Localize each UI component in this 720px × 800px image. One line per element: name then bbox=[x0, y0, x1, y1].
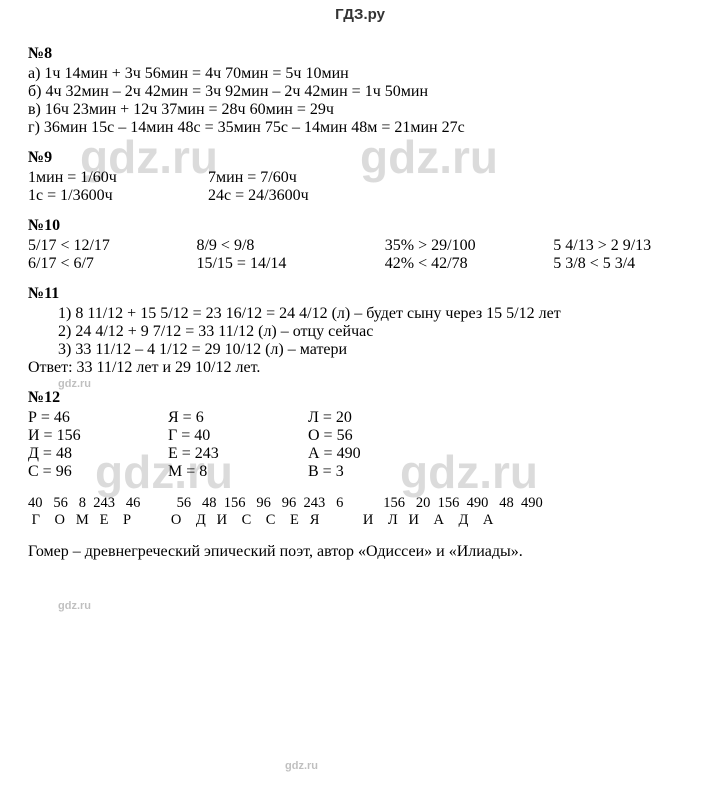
n12-cell: Л = 20 bbox=[308, 409, 448, 427]
n11-line-2: 2) 24 4/12 + 9 7/12 = 33 11/12 (л) – отц… bbox=[58, 323, 692, 341]
n12-cell: Я = 6 bbox=[168, 409, 308, 427]
n12-cell: В = 3 bbox=[308, 463, 448, 481]
n9-row-0: 1мин = 1/60ч 7мин = 7/60ч bbox=[28, 169, 692, 187]
section-8-title: №8 bbox=[28, 45, 692, 63]
n9-cell: 7мин = 7/60ч bbox=[208, 169, 408, 187]
n12-cell bbox=[448, 445, 588, 463]
n12-letters-row: Г О М Е Р О Д И С С Е Я И Л И А Д А bbox=[28, 512, 692, 529]
watermark: gdz.ru bbox=[58, 600, 91, 612]
n11-line-3: 3) 33 11/12 – 4 1/12 = 29 10/12 (л) – ма… bbox=[58, 341, 692, 359]
n12-cell: О = 56 bbox=[308, 427, 448, 445]
section-10: №10 5/17 < 12/17 8/9 < 9/8 35% > 29/100 … bbox=[28, 217, 692, 273]
n10-cell: 15/15 = 14/14 bbox=[196, 255, 384, 273]
n12-footer: Гомер – древнегреческий эпический поэт, … bbox=[28, 543, 692, 561]
n12-cell: А = 490 bbox=[308, 445, 448, 463]
n12-cell bbox=[448, 409, 588, 427]
page-header: ГДЗ.ру bbox=[28, 0, 692, 33]
section-8: №8 а) 1ч 14мин + 3ч 56мин = 4ч 70мин = 5… bbox=[28, 45, 692, 137]
n12-assign-row: И = 156 Г = 40 О = 56 bbox=[28, 427, 692, 445]
section-11: №11 1) 8 11/12 + 15 5/12 = 23 16/12 = 24… bbox=[28, 285, 692, 377]
n9-cell: 1с = 1/3600ч bbox=[28, 187, 208, 205]
n10-row-0: 5/17 < 12/17 8/9 < 9/8 35% > 29/100 5 4/… bbox=[28, 237, 692, 255]
n12-cell: М = 8 bbox=[168, 463, 308, 481]
n10-cell: 42% < 42/78 bbox=[385, 255, 553, 273]
n10-cell: 5 4/13 > 2 9/13 bbox=[553, 237, 692, 255]
n9-row-1: 1с = 1/3600ч 24с = 24/3600ч bbox=[28, 187, 692, 205]
section-12: №12 Р = 46 Я = 6 Л = 20 И = 156 Г = 40 О… bbox=[28, 389, 692, 561]
n12-cell: Р = 46 bbox=[28, 409, 168, 427]
section-12-title: №12 bbox=[28, 389, 692, 407]
n8-line-c: в) 16ч 23мин + 12ч 37мин = 28ч 60мин = 2… bbox=[28, 101, 692, 119]
n9-cell: 24с = 24/3600ч bbox=[208, 187, 408, 205]
section-9-title: №9 bbox=[28, 149, 692, 167]
n10-cell: 5/17 < 12/17 bbox=[28, 237, 196, 255]
n8-line-d: г) 36мин 15с – 14мин 48с = 35мин 75с – 1… bbox=[28, 119, 692, 137]
section-10-title: №10 bbox=[28, 217, 692, 235]
n9-cell: 1мин = 1/60ч bbox=[28, 169, 208, 187]
n12-assign-row: Р = 46 Я = 6 Л = 20 bbox=[28, 409, 692, 427]
n12-numbers-row: 40 56 8 243 46 56 48 156 96 96 243 6 156… bbox=[28, 495, 692, 512]
n10-cell: 6/17 < 6/7 bbox=[28, 255, 196, 273]
n12-assign-row: Д = 48 Е = 243 А = 490 bbox=[28, 445, 692, 463]
n12-assign-row: С = 96 М = 8 В = 3 bbox=[28, 463, 692, 481]
section-11-title: №11 bbox=[28, 285, 692, 303]
n10-cell: 5 3/8 < 5 3/4 bbox=[553, 255, 692, 273]
n10-cell: 8/9 < 9/8 bbox=[196, 237, 384, 255]
n12-cell: Д = 48 bbox=[28, 445, 168, 463]
n10-cell: 35% > 29/100 bbox=[385, 237, 553, 255]
n12-cell: Г = 40 bbox=[168, 427, 308, 445]
n11-line-1: 1) 8 11/12 + 15 5/12 = 23 16/12 = 24 4/1… bbox=[58, 305, 692, 323]
n11-answer: Ответ: 33 11/12 лет и 29 10/12 лет. bbox=[28, 359, 692, 377]
n12-cell: И = 156 bbox=[28, 427, 168, 445]
n8-line-b: б) 4ч 32мин – 2ч 42мин = 3ч 92мин – 2ч 4… bbox=[28, 83, 692, 101]
watermark: gdz.ru bbox=[285, 760, 318, 772]
n12-cell: С = 96 bbox=[28, 463, 168, 481]
n10-row-1: 6/17 < 6/7 15/15 = 14/14 42% < 42/78 5 3… bbox=[28, 255, 692, 273]
section-9: №9 1мин = 1/60ч 7мин = 7/60ч 1с = 1/3600… bbox=[28, 149, 692, 205]
n12-cell bbox=[448, 463, 588, 481]
n12-cell bbox=[448, 427, 588, 445]
n8-line-a: а) 1ч 14мин + 3ч 56мин = 4ч 70мин = 5ч 1… bbox=[28, 65, 692, 83]
n12-cell: Е = 243 bbox=[168, 445, 308, 463]
